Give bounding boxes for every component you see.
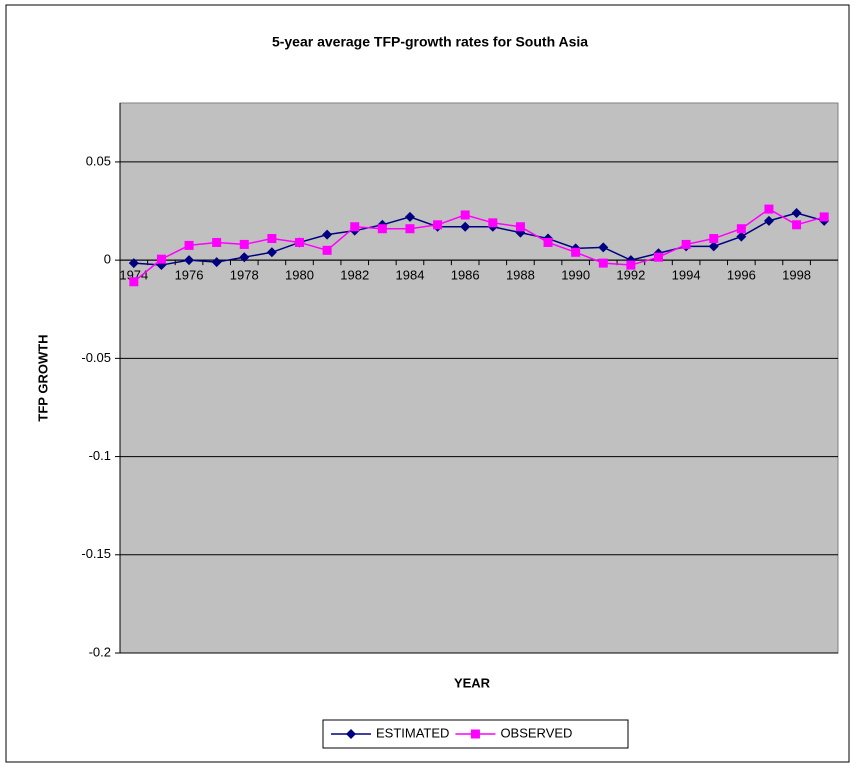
- data-point: [460, 221, 471, 232]
- x-axis-title: YEAR: [454, 675, 491, 690]
- x-tick-label: 1974: [119, 268, 148, 283]
- data-point: [128, 258, 139, 269]
- data-point: [322, 229, 333, 240]
- data-point: [709, 234, 719, 244]
- data-point: [239, 239, 249, 249]
- y-tick-label: -0.1: [89, 448, 111, 463]
- data-point: [156, 254, 166, 264]
- data-point: [460, 210, 470, 220]
- data-point: [819, 212, 829, 222]
- data-point: [736, 224, 746, 234]
- data-point: [212, 237, 222, 247]
- chart-title: 5-year average TFP-growth rates for Sout…: [272, 34, 588, 50]
- data-point: [708, 241, 719, 252]
- x-tick-label: 1988: [506, 268, 535, 283]
- x-tick-label: 1982: [340, 268, 369, 283]
- x-tick-label: 1998: [782, 268, 811, 283]
- x-tick-label: 1978: [230, 268, 259, 283]
- x-tick-label: 1980: [285, 268, 314, 283]
- data-point: [405, 224, 415, 234]
- data-point: [266, 247, 277, 258]
- data-point: [681, 239, 691, 249]
- data-point: [626, 260, 636, 270]
- x-tick-label: 1996: [727, 268, 756, 283]
- x-tick-label: 1976: [175, 268, 204, 283]
- data-point: [377, 224, 387, 234]
- data-point: [322, 245, 332, 255]
- data-point: [433, 220, 443, 230]
- data-point: [211, 257, 222, 268]
- data-point: [654, 252, 663, 262]
- data-point: [764, 204, 774, 214]
- data-point: [267, 234, 277, 244]
- data-point: [598, 258, 608, 268]
- data-point: [295, 237, 304, 247]
- series-line: [133, 208, 825, 283]
- data-point: [404, 211, 415, 222]
- x-tick-label: 1984: [396, 268, 425, 283]
- data-point: [184, 240, 194, 250]
- y-tick-label: -0.2: [89, 644, 111, 659]
- data-point: [736, 231, 747, 242]
- x-tick-label: 1994: [672, 268, 701, 283]
- data-point: [350, 222, 360, 232]
- data-point: [470, 729, 480, 739]
- y-tick-label: 0.05: [86, 153, 111, 168]
- legend-label: OBSERVED: [500, 725, 572, 740]
- plot-area: [115, 102, 839, 654]
- data-point: [791, 208, 802, 218]
- data-point: [792, 220, 802, 230]
- y-tick-label: -0.05: [81, 350, 111, 365]
- data-point: [346, 729, 356, 739]
- x-tick-label: 1992: [616, 268, 645, 283]
- plot-background: [119, 102, 839, 654]
- data-point: [571, 247, 581, 257]
- data-point: [543, 237, 553, 247]
- data-point: [184, 255, 195, 266]
- data-point: [763, 215, 774, 226]
- y-tick-label: -0.15: [81, 546, 111, 561]
- data-point: [488, 218, 498, 228]
- y-axis-title: TFP GROWTH: [35, 334, 50, 421]
- x-tick-label: 1986: [451, 268, 480, 283]
- y-tick-label: 0: [104, 252, 111, 267]
- data-point: [515, 222, 525, 232]
- data-point: [129, 277, 139, 287]
- legend-label: ESTIMATED: [376, 725, 449, 740]
- x-tick-label: 1990: [561, 268, 590, 283]
- data-point: [598, 242, 609, 253]
- data-point: [239, 252, 250, 263]
